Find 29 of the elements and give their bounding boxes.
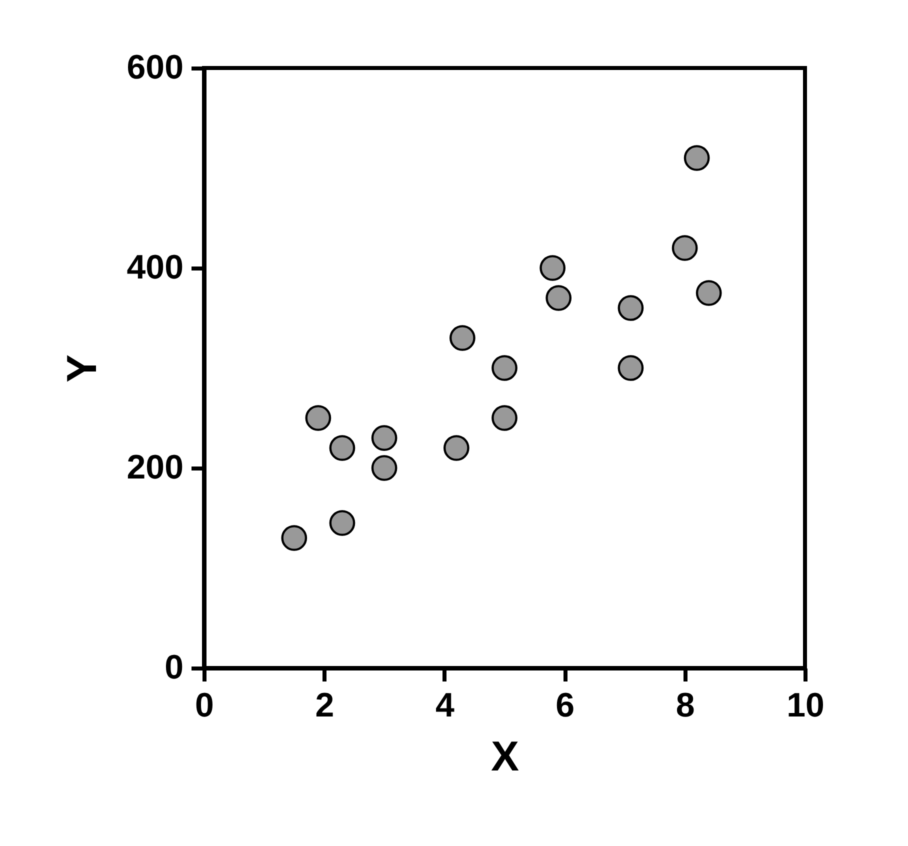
x-tick-label: 2: [315, 686, 334, 724]
x-tick-label: 6: [556, 686, 575, 724]
point: [618, 295, 644, 321]
x-axis-title: X: [490, 732, 520, 780]
point: [281, 525, 308, 551]
point: [371, 425, 398, 451]
y-tick-label: 600: [126, 48, 184, 86]
point: [371, 455, 398, 481]
point: [329, 435, 356, 461]
point: [696, 280, 722, 306]
point: [684, 145, 710, 171]
point: [540, 255, 566, 281]
point: [618, 355, 644, 381]
point: [492, 405, 518, 431]
point: [329, 510, 356, 536]
y-tick-label: 400: [126, 248, 184, 286]
x-tick-label: 8: [676, 686, 695, 724]
y-tick-label: 0: [164, 648, 184, 686]
x-tick-label: 10: [786, 686, 824, 724]
x-tick-label: 4: [435, 686, 454, 724]
point: [450, 325, 476, 351]
point: [305, 405, 332, 431]
y-tick-label: 200: [126, 448, 184, 486]
point: [672, 235, 698, 261]
x-tick-label: 0: [195, 686, 214, 724]
point: [443, 435, 470, 461]
y-axis-title: Y: [58, 354, 105, 383]
point: [492, 355, 518, 381]
point: [546, 285, 572, 311]
